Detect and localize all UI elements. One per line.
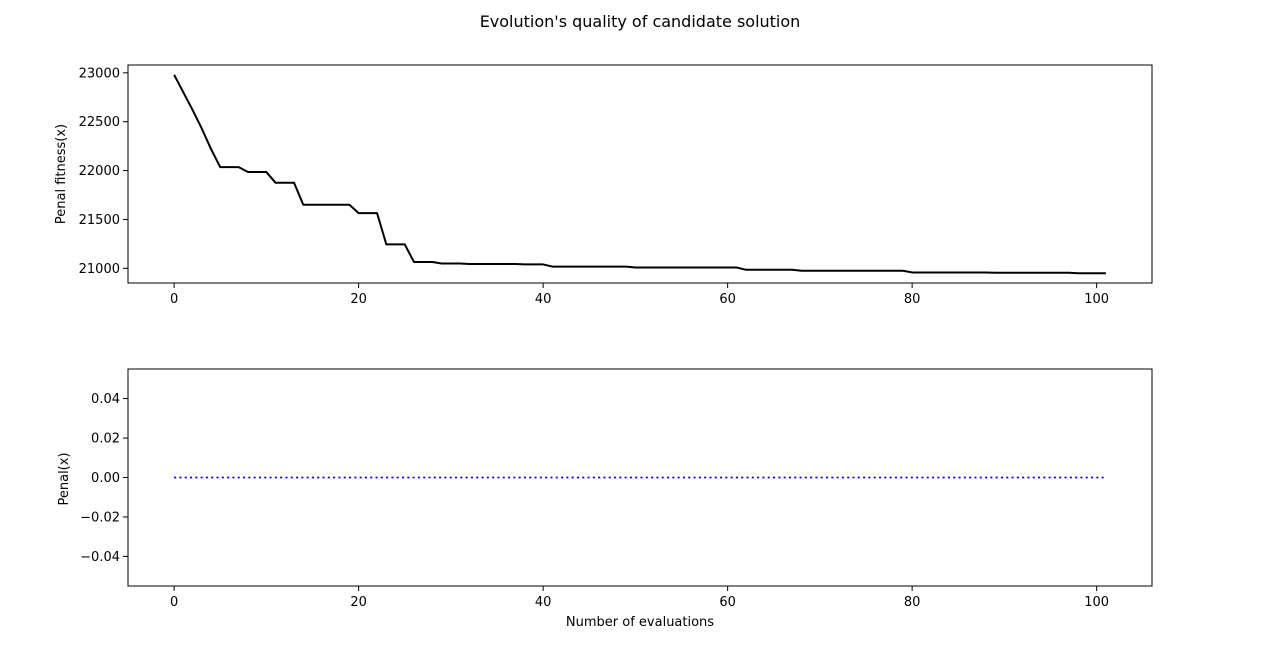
- fitness-subplot: 0 20 40 60 80 100 21000 21500 22000 22500 23000 P…: [54, 64, 1153, 307]
- penalty-x-tick-label: 80: [904, 595, 921, 610]
- penalty-x-tick-label: 20: [350, 595, 367, 610]
- penalty-x-tick-label: 60: [719, 595, 736, 610]
- penalty-y-tick-label: −0.04: [80, 550, 120, 565]
- penalty-y-tick-label: −0.02: [80, 510, 120, 525]
- penalty-x-axis-label: Number of evaluations: [566, 615, 714, 630]
- fitness-y-tick-label: 22000: [79, 164, 120, 179]
- penalty-y-tick-label: 0.02: [91, 432, 120, 447]
- fitness-plot-frame: [127, 64, 1153, 284]
- fitness-series-line: [173, 74, 1106, 275]
- penalty-x-tick-label: 100: [1084, 595, 1109, 610]
- fitness-y-tick-label: 21000: [79, 262, 120, 277]
- fitness-x-tick-label: 20: [350, 292, 367, 307]
- figure-title: Evolution's quality of candidate solutio…: [480, 12, 801, 31]
- penalty-x-tick-label: 0: [170, 595, 178, 610]
- fitness-x-tick-label: 60: [719, 292, 736, 307]
- fitness-x-tick-label: 80: [904, 292, 921, 307]
- fitness-x-tick-label: 0: [170, 292, 178, 307]
- fitness-y-axis-label: Penal fitness(x): [54, 124, 69, 224]
- penalty-x-tick-label: 40: [535, 595, 552, 610]
- fitness-x-tick-label: 40: [535, 292, 552, 307]
- fitness-x-tick-label: 100: [1084, 292, 1109, 307]
- penalty-y-axis-label: Penal(x): [57, 452, 72, 505]
- fitness-plot-area: [128, 65, 1152, 283]
- fitness-y-tick-label: 21500: [79, 213, 120, 228]
- fitness-y-tick-label: 22500: [79, 115, 120, 130]
- fitness-y-tick-label: 23000: [79, 66, 120, 81]
- penalty-subplot: 0 20 40 60 80 100 −0.04 −0.02 0.00 0.02 0.04 Pena…: [57, 368, 1153, 630]
- penalty-y-tick-label: 0.04: [91, 392, 120, 407]
- penalty-y-tick-label: 0.00: [91, 471, 120, 486]
